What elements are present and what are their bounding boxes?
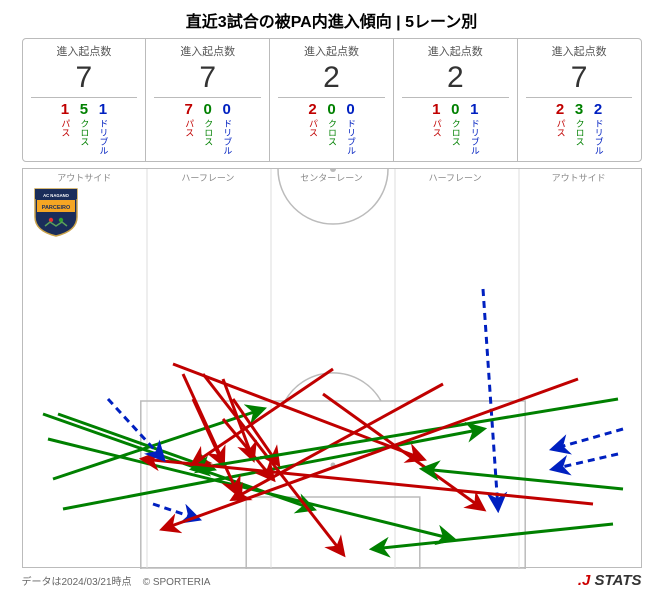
cross-count: 3クロス [575, 102, 584, 155]
lane-breakdown: 1パス 0クロス 1ドリブル [396, 102, 515, 155]
pass-count: 1パス [60, 102, 69, 155]
lane-total: 2 [402, 61, 509, 98]
pass-count: 1パス [432, 102, 441, 155]
lane-name-label: センターレーン [270, 171, 394, 184]
stats-logo: .J STATS [578, 572, 642, 589]
pitch-svg [23, 169, 643, 569]
lane-entries-label: 進入起点数 [25, 43, 144, 59]
footer-date: データは2024/03/21時点 [22, 577, 132, 588]
lane-column: 進入起点数 7 7パス 0クロス 0ドリブル [146, 39, 270, 161]
lane-name-label: アウトサイド [517, 171, 641, 184]
lane-entries-label: 進入起点数 [272, 43, 391, 59]
team-badge: AC NAGANO PARCEIRO [33, 187, 79, 237]
lane-breakdown: 2パス 0クロス 0ドリブル [272, 102, 391, 155]
logo-j: J [582, 572, 590, 589]
lane-name-label: ハーフレーン [146, 171, 270, 184]
lane-breakdown: 7パス 0クロス 0ドリブル [148, 102, 267, 155]
cross-count: 0クロス [203, 102, 212, 155]
footer: データは2024/03/21時点 © SPORTERIA .J STATS [22, 572, 642, 589]
lane-column: 進入起点数 7 1パス 5クロス 1ドリブル [23, 39, 147, 161]
lane-entries-label: 進入起点数 [396, 43, 515, 59]
lane-column: 進入起点数 7 2パス 3クロス 2ドリブル [518, 39, 641, 161]
lane-names-row: アウトサイドハーフレーンセンターレーンハーフレーンアウトサイド [23, 171, 641, 184]
pass-count: 2パス [556, 102, 565, 155]
lane-total: 7 [31, 61, 138, 98]
lane-name-label: ハーフレーン [393, 171, 517, 184]
footer-copyright: © SPORTERIA [143, 577, 211, 588]
pass-count: 2パス [308, 102, 317, 155]
pass-count: 7パス [184, 102, 193, 155]
dribble-count: 0ドリブル [346, 102, 355, 155]
lane-total: 7 [154, 61, 261, 98]
cross-count: 0クロス [451, 102, 460, 155]
lane-total: 2 [278, 61, 385, 98]
svg-text:PARCEIRO: PARCEIRO [41, 205, 70, 211]
cross-count: 0クロス [327, 102, 336, 155]
lane-total: 7 [526, 61, 633, 98]
lane-breakdown: 1パス 5クロス 1ドリブル [25, 102, 144, 155]
dribble-count: 0ドリブル [222, 102, 231, 155]
lane-breakdown: 2パス 3クロス 2ドリブル [520, 102, 639, 155]
lane-column: 進入起点数 2 2パス 0クロス 0ドリブル [270, 39, 394, 161]
lane-entries-label: 進入起点数 [148, 43, 267, 59]
shield-icon: AC NAGANO PARCEIRO [33, 187, 79, 237]
lane-column: 進入起点数 2 1パス 0クロス 1ドリブル [394, 39, 518, 161]
dribble-count: 2ドリブル [594, 102, 603, 155]
pitch-area: アウトサイドハーフレーンセンターレーンハーフレーンアウトサイド AC NAGAN… [22, 168, 642, 568]
cross-count: 5クロス [79, 102, 88, 155]
dribble-count: 1ドリブル [470, 102, 479, 155]
logo-stats: STATS [595, 572, 642, 589]
lane-name-label: アウトサイド [23, 171, 147, 184]
svg-text:AC NAGANO: AC NAGANO [43, 193, 70, 198]
lanes-header: 進入起点数71パス5クロス1ドリブル進入起点数77パス0クロス0ドリブル進入起点… [22, 38, 642, 162]
dribble-count: 1ドリブル [98, 102, 107, 155]
chart-title: 直近3試合の被PA内進入傾向 | 5レーン別 [0, 0, 663, 38]
lane-entries-label: 進入起点数 [520, 43, 639, 59]
